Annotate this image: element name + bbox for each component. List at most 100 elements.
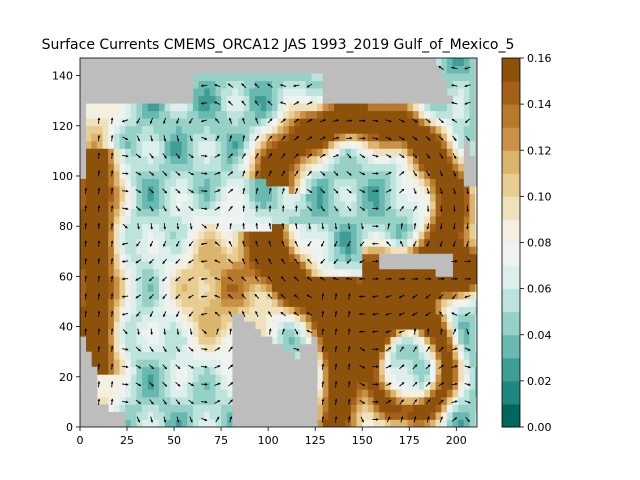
speed-cell xyxy=(175,110,183,119)
speed-cell xyxy=(435,208,442,217)
speed-cell xyxy=(446,163,453,172)
speed-cell xyxy=(458,110,465,119)
speed-cell xyxy=(254,193,262,202)
speed-cell xyxy=(164,298,171,307)
speed-cell xyxy=(80,306,87,315)
speed-cell xyxy=(164,389,171,398)
current-arrow xyxy=(255,240,259,247)
speed-cell xyxy=(311,276,318,285)
speed-cell xyxy=(435,223,442,232)
speed-cell xyxy=(362,298,369,307)
colorbar-swatch xyxy=(502,173,520,197)
speed-cell xyxy=(350,261,357,270)
current-arrow xyxy=(307,170,312,177)
speed-cell xyxy=(192,381,199,390)
speed-cell xyxy=(407,223,414,232)
current-arrow xyxy=(439,416,443,423)
speed-cell xyxy=(401,148,408,157)
speed-cell xyxy=(266,216,273,225)
speed-cell xyxy=(413,103,420,112)
speed-cell xyxy=(294,351,301,360)
speed-cell xyxy=(108,366,115,375)
speed-cell xyxy=(254,253,262,262)
speed-cell xyxy=(164,276,171,285)
speed-cell xyxy=(418,411,425,420)
land-cell xyxy=(277,389,284,398)
speed-cell xyxy=(226,110,233,119)
land-cell xyxy=(108,73,115,81)
speed-cell xyxy=(463,208,470,217)
speed-cell xyxy=(475,396,477,405)
speed-cell xyxy=(469,208,476,217)
speed-cell xyxy=(277,178,284,187)
speed-cell xyxy=(367,246,374,255)
speed-cell xyxy=(277,268,284,277)
land-cell xyxy=(232,381,239,390)
speed-cell xyxy=(266,118,273,127)
land-cell xyxy=(328,65,335,74)
speed-cell xyxy=(458,73,465,81)
speed-cell xyxy=(221,253,228,262)
speed-cell xyxy=(317,73,324,81)
current-arrow xyxy=(200,260,208,263)
speed-cell xyxy=(204,411,211,420)
land-cell xyxy=(80,163,87,172)
speed-cell xyxy=(384,231,391,240)
speed-cell xyxy=(317,186,324,194)
current-arrow xyxy=(97,345,101,353)
speed-cell xyxy=(119,253,126,262)
land-cell xyxy=(153,80,160,89)
land-cell xyxy=(379,261,386,270)
land-cell xyxy=(322,80,329,89)
speed-cell xyxy=(254,306,262,315)
speed-cell xyxy=(413,336,420,345)
speed-cell xyxy=(221,321,228,330)
speed-cell xyxy=(452,208,459,217)
speed-cell xyxy=(345,268,352,277)
speed-cell xyxy=(350,268,357,277)
speed-cell xyxy=(317,201,324,210)
current-arrow xyxy=(307,206,312,212)
speed-cell xyxy=(85,276,92,285)
speed-cell xyxy=(283,140,290,149)
speed-cell xyxy=(130,298,137,307)
speed-cell xyxy=(356,155,363,164)
speed-cell xyxy=(339,178,346,187)
land-cell xyxy=(102,58,109,66)
speed-cell xyxy=(300,261,307,270)
speed-cell xyxy=(226,381,233,390)
speed-cell xyxy=(334,125,341,134)
land-cell xyxy=(396,261,403,270)
speed-cell xyxy=(328,231,335,240)
speed-cell xyxy=(446,58,453,66)
speed-cell xyxy=(283,336,290,345)
speed-cell xyxy=(407,351,414,360)
speed-cell xyxy=(142,163,149,172)
speed-cell xyxy=(362,110,369,119)
speed-cell xyxy=(209,186,216,194)
land-cell xyxy=(350,95,357,104)
speed-cell xyxy=(119,246,126,255)
speed-cell xyxy=(147,381,154,390)
land-cell xyxy=(441,88,448,97)
current-arrow xyxy=(385,171,392,176)
current-arrow xyxy=(84,275,88,282)
speed-cell xyxy=(294,298,301,307)
speed-cell xyxy=(175,125,183,134)
speed-cell xyxy=(446,381,453,390)
colorbar-swatch xyxy=(502,242,520,267)
current-arrow xyxy=(321,310,325,318)
speed-cell xyxy=(418,336,425,345)
speed-cell xyxy=(300,283,307,292)
speed-cell xyxy=(113,268,120,277)
speed-cell xyxy=(356,201,363,210)
speed-cell xyxy=(209,201,216,210)
land-cell xyxy=(362,65,369,74)
land-cell xyxy=(396,73,403,81)
speed-cell xyxy=(475,283,477,292)
speed-cell xyxy=(305,80,312,89)
land-cell xyxy=(429,95,437,104)
speed-cell xyxy=(136,223,143,232)
speed-cell xyxy=(458,223,465,232)
current-arrow xyxy=(280,294,286,299)
